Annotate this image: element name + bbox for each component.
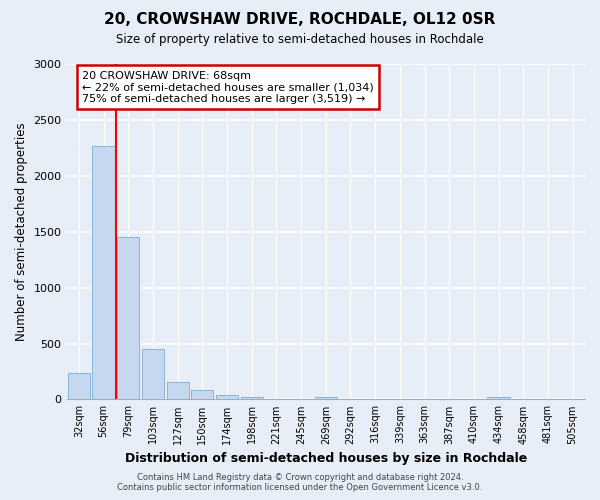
Bar — [487, 397, 510, 400]
Bar — [216, 395, 238, 400]
Text: Contains HM Land Registry data © Crown copyright and database right 2024.
Contai: Contains HM Land Registry data © Crown c… — [118, 473, 482, 492]
Bar — [191, 390, 214, 400]
Text: 20, CROWSHAW DRIVE, ROCHDALE, OL12 0SR: 20, CROWSHAW DRIVE, ROCHDALE, OL12 0SR — [104, 12, 496, 28]
Bar — [142, 348, 164, 400]
Y-axis label: Number of semi-detached properties: Number of semi-detached properties — [15, 122, 28, 341]
Bar — [314, 397, 337, 400]
X-axis label: Distribution of semi-detached houses by size in Rochdale: Distribution of semi-detached houses by … — [125, 452, 527, 465]
Bar — [241, 397, 263, 400]
Text: 20 CROWSHAW DRIVE: 68sqm
← 22% of semi-detached houses are smaller (1,034)
75% o: 20 CROWSHAW DRIVE: 68sqm ← 22% of semi-d… — [82, 70, 374, 104]
Bar — [92, 146, 115, 400]
Text: Size of property relative to semi-detached houses in Rochdale: Size of property relative to semi-detach… — [116, 32, 484, 46]
Bar — [167, 382, 189, 400]
Bar — [68, 373, 90, 400]
Bar — [117, 236, 139, 400]
